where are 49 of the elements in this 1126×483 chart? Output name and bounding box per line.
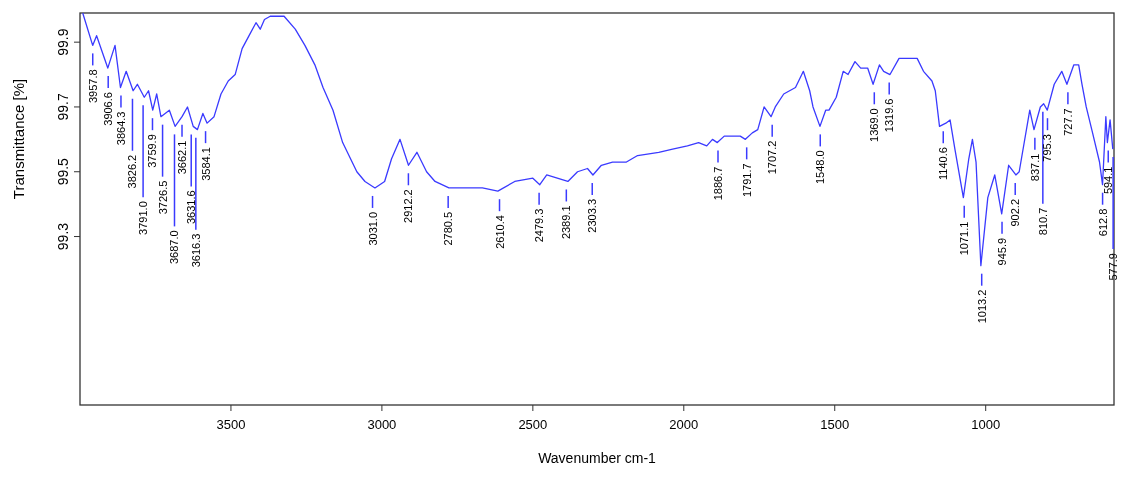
annotation: 3957.8 [86, 69, 99, 104]
annotation: 2303.3 [586, 198, 599, 233]
annotation: 3791.0 [137, 201, 150, 235]
annotation: 3906.6 [102, 92, 115, 126]
annotation: 3631.6 [185, 190, 198, 225]
annotation: 1369.0 [868, 108, 881, 142]
y-tick-label: 99.7 [55, 93, 71, 121]
annotation: 1548.0 [814, 150, 827, 185]
annotation: 2389.1 [560, 205, 573, 240]
annotation: 1707.2 [766, 140, 779, 175]
y-tick-label: 99.3 [55, 222, 71, 251]
annotation: 3584.1 [199, 147, 212, 181]
annotation: 3687.0 [168, 230, 181, 265]
annotation: 810.7 [1036, 207, 1049, 236]
annotation: 3759.9 [146, 134, 159, 168]
x-tick-label: 1000 [971, 417, 1001, 432]
annotation: 1791.7 [740, 163, 753, 197]
annotation: 837.1 [1028, 153, 1041, 182]
annotation: 3826.2 [126, 154, 139, 189]
y-tick-label: 99.9 [55, 28, 71, 56]
annotation: 2912.2 [402, 189, 415, 223]
annotation: 1013.2 [975, 289, 988, 324]
annotation: 1071.1 [958, 221, 971, 256]
x-tick-label: 3500 [216, 417, 246, 432]
annotation: 1886.7 [712, 166, 724, 201]
annotation: 594.1 [1102, 166, 1115, 195]
x-tick-label: 2000 [669, 417, 699, 432]
annotation: 577.9 [1107, 253, 1120, 281]
annotation: 3662.1 [176, 140, 189, 175]
annotation: 795.3 [1041, 134, 1054, 162]
annotation: 2780.5 [442, 211, 455, 246]
annotation: 3616.3 [189, 233, 202, 268]
x-tick-label: 2500 [518, 417, 548, 432]
annotation: 727.7 [1061, 108, 1074, 136]
y-tick-label: 99.5 [55, 157, 71, 186]
annotation: 2610.4 [493, 215, 506, 249]
x-axis-title: Wavenumber cm-1 [538, 450, 657, 466]
annotation: 945.9 [996, 237, 1009, 266]
annotation: 3031.0 [366, 211, 379, 246]
annotation: 3864.3 [114, 111, 127, 146]
annotation: 1140.6 [937, 147, 950, 180]
annotation: 3726.5 [156, 180, 169, 215]
annotation: 2479.3 [533, 208, 546, 243]
x-tick-label: 1500 [820, 417, 850, 432]
annotation: 902.2 [1009, 198, 1022, 227]
annotation: 612.8 [1096, 208, 1109, 237]
y-axis-title: Transmittance [%] [10, 78, 27, 200]
x-tick-label: 3000 [367, 417, 397, 432]
annotation: 1319.6 [883, 98, 896, 133]
